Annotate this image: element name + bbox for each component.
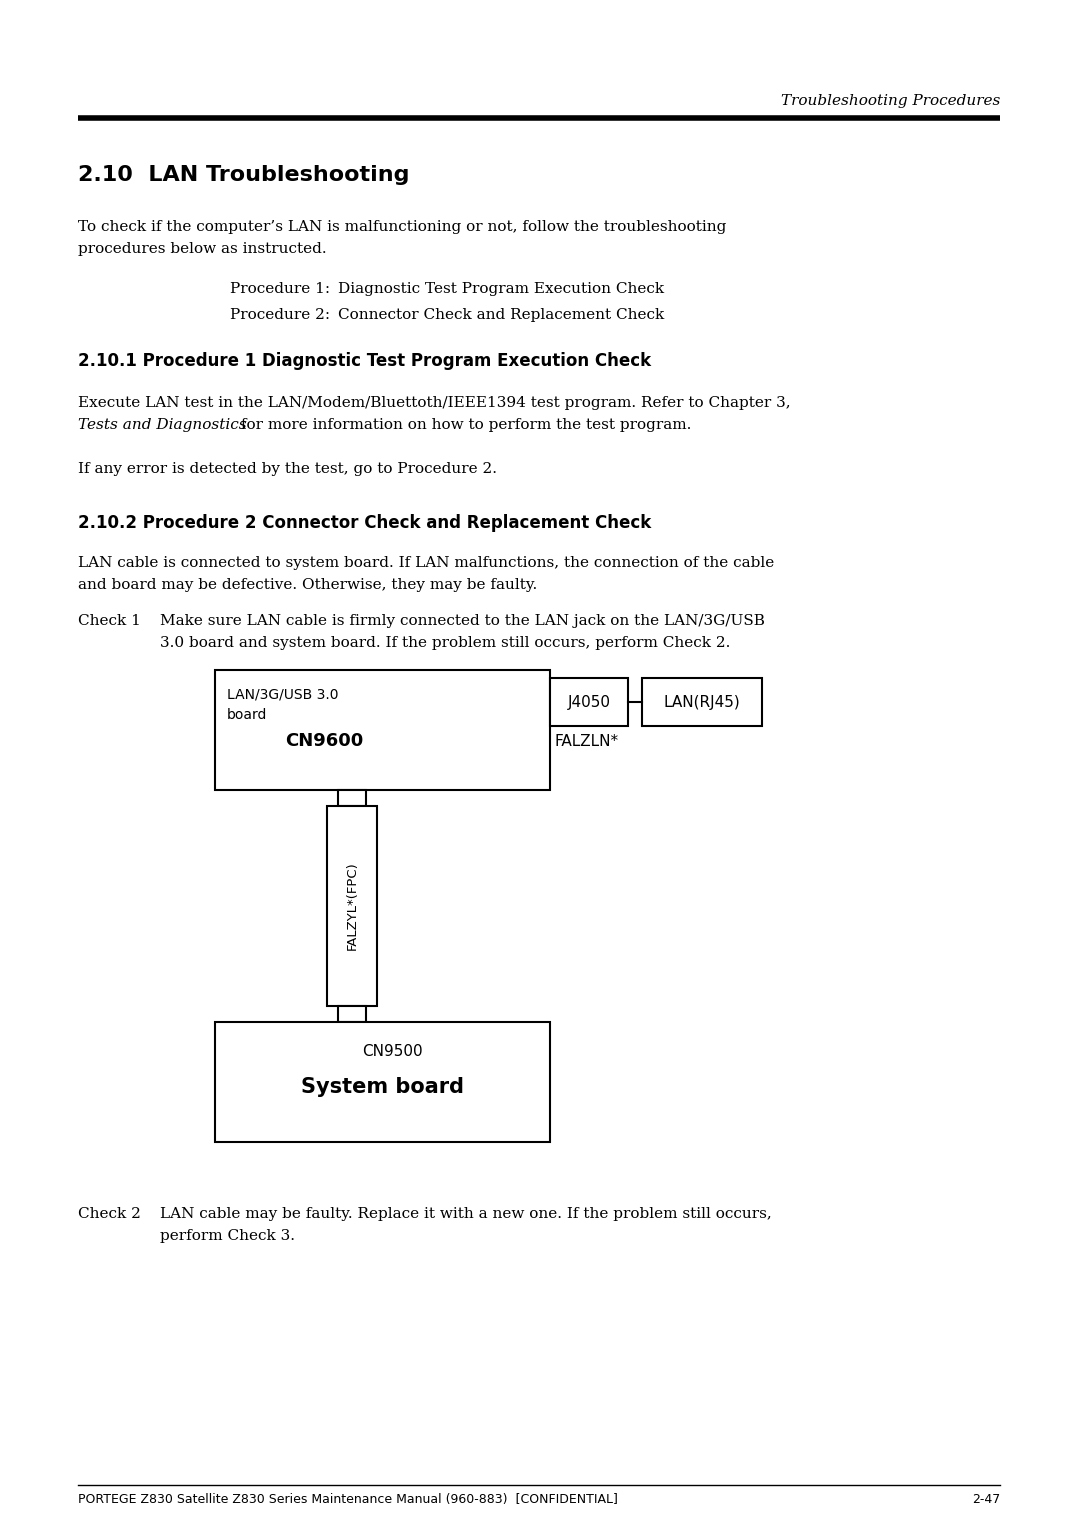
Text: 2.10  LAN Troubleshooting: 2.10 LAN Troubleshooting [78, 165, 409, 185]
Text: Troubleshooting Procedures: Troubleshooting Procedures [781, 95, 1000, 108]
Bar [215, 1022, 550, 1142]
Text: CN9500: CN9500 [363, 1044, 423, 1060]
Text: LAN/3G/USB 3.0: LAN/3G/USB 3.0 [227, 689, 338, 702]
Text: perform Check 3.: perform Check 3. [160, 1229, 295, 1243]
Text: Check 2: Check 2 [78, 1206, 140, 1222]
Bar [327, 806, 377, 1006]
Text: FALZYL*(FPC): FALZYL*(FPC) [346, 861, 359, 950]
Text: procedures below as instructed.: procedures below as instructed. [78, 241, 326, 257]
Text: Procedure 1:: Procedure 1: [230, 282, 330, 296]
Text: 2-47: 2-47 [972, 1493, 1000, 1506]
Text: CN9600: CN9600 [285, 731, 363, 750]
Text: Connector Check and Replacement Check: Connector Check and Replacement Check [338, 308, 664, 322]
Text: Execute LAN test in the LAN/Modem/Bluettoth/IEEE1394 test program. Refer to Chap: Execute LAN test in the LAN/Modem/Bluett… [78, 395, 791, 411]
Text: PORTEGE Z830 Satellite Z830 Series Maintenance Manual (960-883)  [CONFIDENTIAL]: PORTEGE Z830 Satellite Z830 Series Maint… [78, 1493, 618, 1506]
Text: 2.10.1 Procedure 1 Diagnostic Test Program Execution Check: 2.10.1 Procedure 1 Diagnostic Test Progr… [78, 353, 651, 370]
Bar [215, 670, 550, 789]
Text: LAN cable is connected to system board. If LAN malfunctions, the connection of t: LAN cable is connected to system board. … [78, 556, 774, 570]
Text: Diagnostic Test Program Execution Check: Diagnostic Test Program Execution Check [338, 282, 664, 296]
Text: Make sure LAN cable is firmly connected to the LAN jack on the LAN/3G/USB: Make sure LAN cable is firmly connected … [160, 614, 765, 628]
Text: and board may be defective. Otherwise, they may be faulty.: and board may be defective. Otherwise, t… [78, 579, 537, 592]
Text: LAN cable may be faulty. Replace it with a new one. If the problem still occurs,: LAN cable may be faulty. Replace it with… [160, 1206, 772, 1222]
Bar [550, 678, 627, 725]
Text: System board: System board [301, 1077, 464, 1096]
Bar [642, 678, 762, 725]
Text: Procedure 2:: Procedure 2: [230, 308, 330, 322]
Text: Check 1: Check 1 [78, 614, 140, 628]
Text: FALZLN*: FALZLN* [555, 734, 619, 750]
Text: 3.0 board and system board. If the problem still occurs, perform Check 2.: 3.0 board and system board. If the probl… [160, 637, 730, 651]
Text: board: board [227, 709, 268, 722]
Text: for more information on how to perform the test program.: for more information on how to perform t… [237, 418, 691, 432]
Text: J4050: J4050 [567, 695, 610, 710]
Text: 2.10.2 Procedure 2 Connector Check and Replacement Check: 2.10.2 Procedure 2 Connector Check and R… [78, 515, 651, 531]
Text: Tests and Diagnostics: Tests and Diagnostics [78, 418, 246, 432]
Bar [338, 1006, 366, 1022]
Text: To check if the computer’s LAN is malfunctioning or not, follow the troubleshoot: To check if the computer’s LAN is malfun… [78, 220, 727, 234]
Text: If any error is detected by the test, go to Procedure 2.: If any error is detected by the test, go… [78, 463, 497, 476]
Text: LAN(RJ45): LAN(RJ45) [663, 695, 741, 710]
Bar [338, 789, 366, 806]
